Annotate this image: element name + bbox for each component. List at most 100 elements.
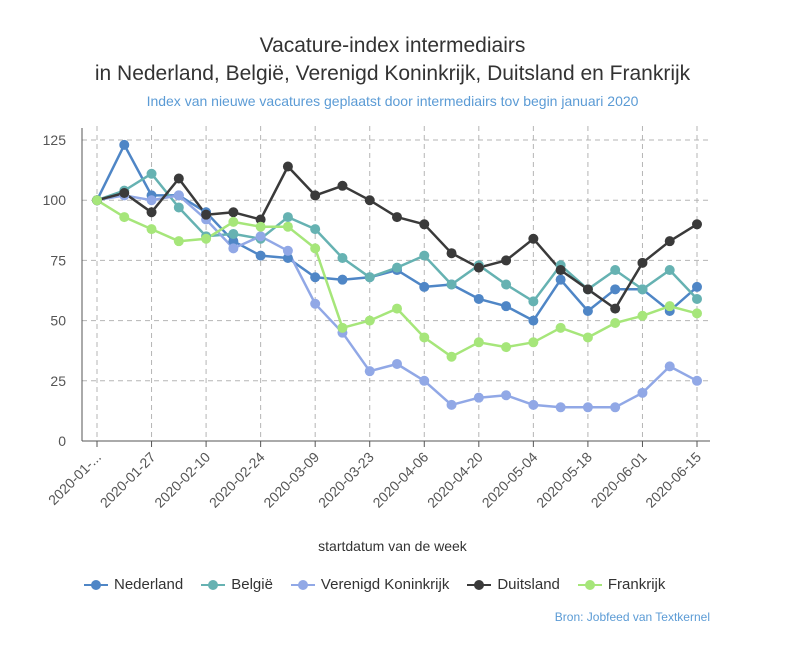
data-point-belgi-[interactable] [528, 296, 539, 307]
data-point-duitsland[interactable] [228, 207, 239, 218]
data-point-belgi-[interactable] [419, 250, 430, 261]
data-point-nederland[interactable] [337, 274, 348, 285]
data-point-frankrijk[interactable] [228, 216, 239, 227]
data-point-belgi-[interactable] [446, 279, 457, 290]
data-point-verenigd-koninkrijk[interactable] [364, 366, 375, 377]
data-point-frankrijk[interactable] [501, 342, 512, 353]
data-point-verenigd-koninkrijk[interactable] [528, 399, 539, 410]
data-point-frankrijk[interactable] [692, 308, 702, 319]
data-point-verenigd-koninkrijk[interactable] [310, 298, 321, 309]
data-point-frankrijk[interactable] [637, 310, 648, 321]
data-point-nederland[interactable] [228, 236, 239, 247]
data-point-duitsland[interactable] [337, 180, 348, 191]
data-point-duitsland[interactable] [664, 236, 675, 247]
data-point-nederland[interactable] [310, 272, 321, 283]
data-point-belgi-[interactable] [310, 224, 321, 235]
data-point-duitsland[interactable] [364, 195, 375, 206]
data-point-duitsland[interactable] [473, 262, 484, 273]
data-point-verenigd-koninkrijk[interactable] [392, 358, 402, 369]
data-point-verenigd-koninkrijk[interactable] [555, 402, 566, 413]
data-point-verenigd-koninkrijk[interactable] [419, 375, 430, 386]
data-point-verenigd-koninkrijk[interactable] [610, 402, 621, 413]
data-point-frankrijk[interactable] [364, 315, 375, 326]
data-point-nederland[interactable] [419, 281, 430, 292]
data-point-verenigd-koninkrijk[interactable] [446, 399, 457, 410]
data-point-frankrijk[interactable] [528, 337, 539, 348]
data-point-duitsland[interactable] [582, 284, 593, 295]
data-point-nederland[interactable] [528, 315, 539, 326]
data-point-duitsland[interactable] [282, 161, 293, 172]
data-point-verenigd-koninkrijk[interactable] [692, 375, 702, 386]
data-point-belgi-[interactable] [692, 293, 702, 304]
data-point-frankrijk[interactable] [173, 236, 184, 247]
data-point-belgi-[interactable] [392, 262, 402, 273]
data-point-verenigd-koninkrijk[interactable] [473, 392, 484, 403]
data-point-belgi-[interactable] [637, 284, 648, 295]
data-point-nederland[interactable] [610, 284, 621, 295]
data-point-belgi-[interactable] [146, 168, 157, 179]
data-point-frankrijk[interactable] [337, 322, 348, 333]
data-point-duitsland[interactable] [528, 233, 539, 244]
data-point-belgi-[interactable] [337, 253, 348, 264]
legend-item-belgi-[interactable]: België [201, 576, 273, 593]
data-point-frankrijk[interactable] [119, 212, 130, 223]
data-point-duitsland[interactable] [146, 207, 157, 218]
legend-item-nederland[interactable]: Nederland [84, 576, 183, 593]
data-point-belgi-[interactable] [501, 279, 512, 290]
data-point-belgi-[interactable] [664, 265, 675, 276]
data-point-frankrijk[interactable] [555, 322, 566, 333]
data-point-duitsland[interactable] [173, 173, 184, 184]
data-point-duitsland[interactable] [119, 188, 130, 199]
data-point-duitsland[interactable] [419, 219, 430, 230]
data-point-duitsland[interactable] [310, 190, 321, 201]
data-point-frankrijk[interactable] [146, 224, 157, 235]
data-point-frankrijk[interactable] [201, 233, 212, 244]
data-point-duitsland[interactable] [692, 219, 702, 230]
data-point-nederland[interactable] [555, 274, 566, 285]
data-point-frankrijk[interactable] [582, 332, 593, 343]
data-point-nederland[interactable] [119, 139, 130, 150]
data-point-verenigd-koninkrijk[interactable] [146, 195, 157, 206]
data-point-belgi-[interactable] [610, 265, 621, 276]
data-point-verenigd-koninkrijk[interactable] [255, 231, 266, 242]
legend-item-duitsland[interactable]: Duitsland [467, 576, 560, 593]
data-point-nederland[interactable] [692, 281, 702, 292]
data-point-frankrijk[interactable] [446, 351, 457, 362]
data-point-belgi-[interactable] [173, 202, 184, 213]
data-point-nederland[interactable] [255, 250, 266, 261]
data-point-duitsland[interactable] [610, 303, 621, 314]
data-point-duitsland[interactable] [501, 255, 512, 266]
data-point-nederland[interactable] [282, 253, 293, 264]
data-point-duitsland[interactable] [446, 248, 457, 259]
data-point-frankrijk[interactable] [92, 195, 102, 206]
legend-item-verenigd-koninkrijk[interactable]: Verenigd Koninkrijk [290, 576, 449, 593]
data-point-duitsland[interactable] [255, 214, 266, 225]
data-point-verenigd-koninkrijk[interactable] [173, 190, 184, 201]
data-point-belgi-[interactable] [364, 272, 375, 283]
data-point-duitsland[interactable] [555, 265, 566, 276]
data-point-nederland[interactable] [473, 293, 484, 304]
data-point-belgi-[interactable] [282, 212, 293, 223]
data-point-duitsland[interactable] [637, 257, 648, 268]
data-point-frankrijk[interactable] [282, 221, 293, 232]
data-point-frankrijk[interactable] [255, 221, 266, 232]
data-point-frankrijk[interactable] [419, 332, 430, 343]
data-point-verenigd-koninkrijk[interactable] [282, 245, 293, 256]
data-point-duitsland[interactable] [392, 212, 402, 223]
data-point-verenigd-koninkrijk[interactable] [228, 243, 239, 254]
legend-item-frankrijk[interactable]: Frankrijk [577, 576, 665, 593]
data-point-frankrijk[interactable] [310, 243, 321, 254]
data-point-verenigd-koninkrijk[interactable] [501, 390, 512, 401]
data-point-frankrijk[interactable] [473, 337, 484, 348]
data-point-verenigd-koninkrijk[interactable] [582, 402, 593, 413]
data-point-belgi-[interactable] [228, 228, 239, 239]
data-point-duitsland[interactable] [201, 209, 212, 220]
data-point-nederland[interactable] [501, 301, 512, 312]
data-point-nederland[interactable] [582, 305, 593, 316]
data-point-verenigd-koninkrijk[interactable] [637, 387, 648, 398]
data-point-verenigd-koninkrijk[interactable] [664, 361, 675, 372]
data-point-frankrijk[interactable] [610, 318, 621, 329]
data-point-frankrijk[interactable] [392, 303, 402, 314]
data-point-frankrijk[interactable] [664, 301, 675, 312]
y-tick-label: 125 [43, 132, 67, 148]
